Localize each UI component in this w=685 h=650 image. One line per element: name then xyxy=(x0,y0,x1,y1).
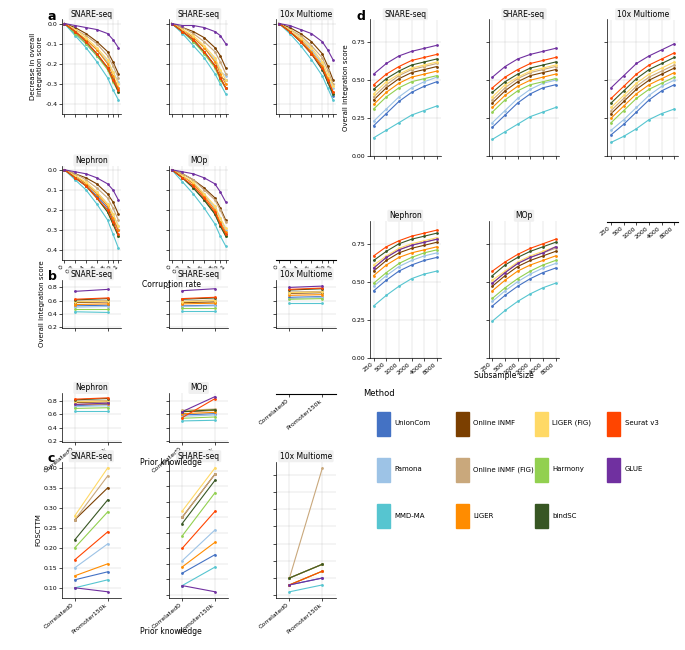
Text: bindSC: bindSC xyxy=(552,513,577,519)
Bar xyxy=(608,458,621,482)
Title: SNARE-seq: SNARE-seq xyxy=(71,10,112,19)
Bar xyxy=(377,411,390,436)
Text: GLUE: GLUE xyxy=(625,467,643,473)
Bar xyxy=(608,411,621,436)
Title: MOp: MOp xyxy=(190,156,208,165)
Title: 10x Multiome: 10x Multiome xyxy=(616,10,669,19)
Title: 10x Multiome: 10x Multiome xyxy=(280,270,332,279)
Bar xyxy=(535,411,548,436)
Title: SHARE-seq: SHARE-seq xyxy=(177,452,220,461)
Title: SNARE-seq: SNARE-seq xyxy=(71,452,112,461)
Text: Pamona: Pamona xyxy=(395,467,423,473)
Title: SNARE-seq: SNARE-seq xyxy=(384,10,426,19)
Bar xyxy=(377,504,390,528)
Text: Method: Method xyxy=(363,389,395,398)
Title: MOp: MOp xyxy=(190,384,208,393)
Title: Nephron: Nephron xyxy=(75,384,108,393)
Text: c: c xyxy=(48,452,55,465)
Title: SHARE-seq: SHARE-seq xyxy=(177,10,220,19)
Text: Online iNMF: Online iNMF xyxy=(473,420,515,426)
Text: a: a xyxy=(48,10,56,23)
Title: MOp: MOp xyxy=(515,211,533,220)
Text: Corruption rate: Corruption rate xyxy=(142,280,201,289)
Text: Harmony: Harmony xyxy=(552,467,584,473)
Y-axis label: Overall integration score: Overall integration score xyxy=(39,261,45,347)
Title: SNARE-seq: SNARE-seq xyxy=(71,270,112,279)
Bar xyxy=(377,458,390,482)
Title: Nephron: Nephron xyxy=(389,211,422,220)
Y-axis label: Overall integration score: Overall integration score xyxy=(343,44,349,131)
Text: MMD-MA: MMD-MA xyxy=(395,513,425,519)
Title: SHARE-seq: SHARE-seq xyxy=(177,270,220,279)
Bar xyxy=(456,504,469,528)
Text: UnionCom: UnionCom xyxy=(395,420,431,426)
Text: d: d xyxy=(356,10,365,23)
Y-axis label: Decrease in overall
integration score: Decrease in overall integration score xyxy=(29,33,42,100)
Text: Subsample size: Subsample size xyxy=(473,370,534,380)
Title: 10x Multiome: 10x Multiome xyxy=(280,10,332,19)
Bar xyxy=(456,458,469,482)
Text: Prior knowledge: Prior knowledge xyxy=(140,627,202,636)
Title: Nephron: Nephron xyxy=(75,156,108,165)
Text: Prior knowledge: Prior knowledge xyxy=(140,458,202,467)
Text: Online iNMF (FiG): Online iNMF (FiG) xyxy=(473,466,534,473)
Title: 10x Multiome: 10x Multiome xyxy=(280,452,332,461)
Bar xyxy=(456,411,469,436)
Text: Seurat v3: Seurat v3 xyxy=(625,420,658,426)
Text: LIGER: LIGER xyxy=(473,513,494,519)
Bar xyxy=(535,504,548,528)
Text: LIGER (FiG): LIGER (FiG) xyxy=(552,420,591,426)
Y-axis label: FOSCTTM: FOSCTTM xyxy=(35,514,41,546)
Title: SHARE-seq: SHARE-seq xyxy=(503,10,545,19)
Bar xyxy=(535,458,548,482)
Text: b: b xyxy=(48,270,57,283)
